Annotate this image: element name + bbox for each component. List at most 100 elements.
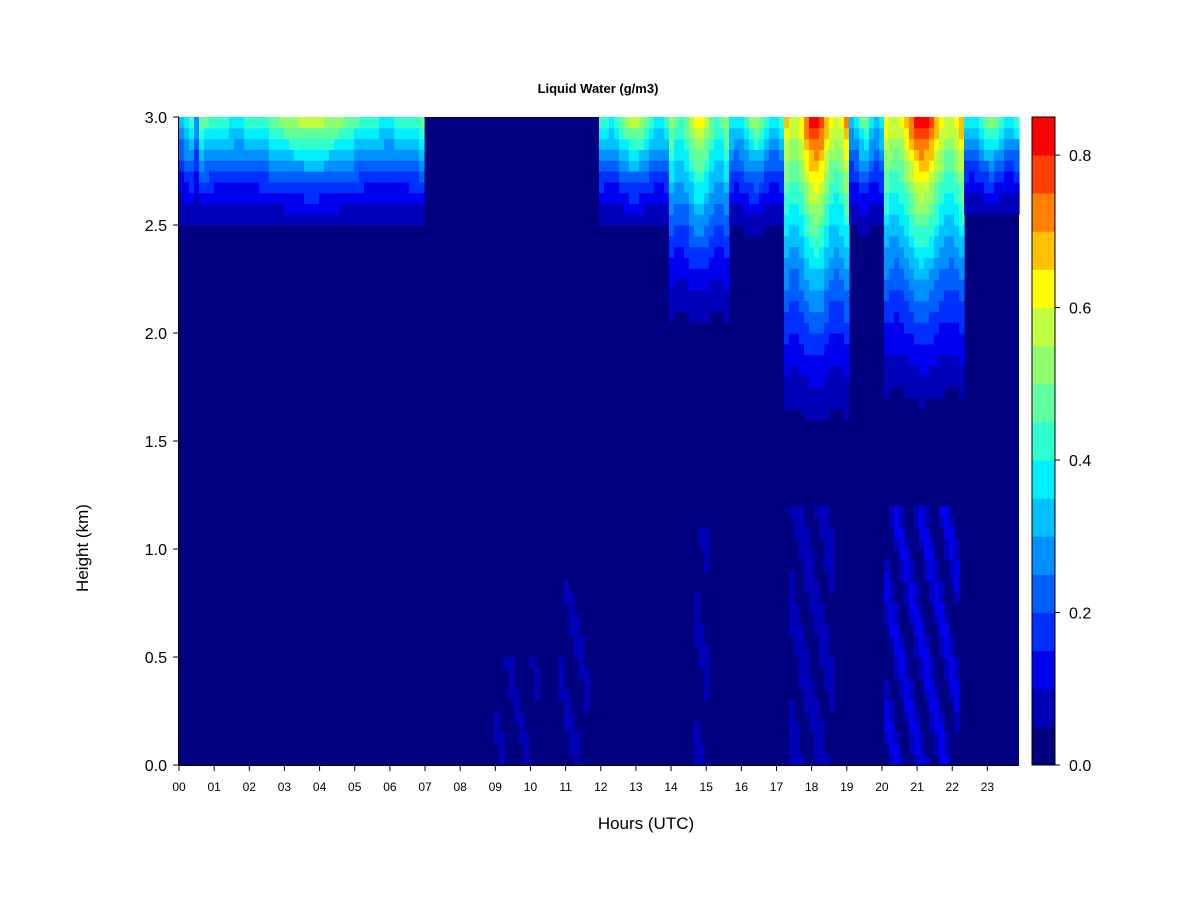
heatmap-cell (699, 246, 705, 258)
x-tick-label: 14 (664, 780, 678, 794)
heatmap-cell (834, 117, 840, 129)
heatmap-cell (499, 754, 505, 766)
heatmap-cell (814, 279, 820, 291)
heatmap-cell (1014, 203, 1020, 215)
heatmap-cell (909, 279, 915, 291)
heatmap-cell (604, 214, 610, 226)
heatmap-cell (709, 171, 715, 183)
heatmap-cell (744, 192, 750, 204)
heatmap-cell (804, 365, 810, 377)
heatmap-cell (579, 667, 585, 680)
heatmap-cell (814, 214, 820, 226)
heatmap-cell (889, 171, 895, 183)
heatmap-cell (599, 149, 605, 161)
heatmap-cell (794, 754, 800, 766)
heatmap-cell (639, 138, 645, 150)
heatmap-cell (944, 289, 950, 302)
heatmap-cell (184, 160, 190, 172)
heatmap-cell (219, 181, 225, 194)
heatmap-cell (904, 138, 910, 150)
heatmap-cell (314, 192, 320, 204)
heatmap-cell (914, 214, 920, 226)
x-tick-label: 19 (840, 780, 854, 794)
heatmap-cell (1004, 160, 1010, 172)
heatmap-cell (824, 235, 830, 248)
heatmap-cell (964, 149, 970, 161)
heatmap-cell (804, 700, 810, 712)
heatmap-cell (889, 603, 895, 615)
heatmap-cell (789, 214, 795, 226)
heatmap-cell (834, 235, 840, 248)
heatmap-cell (944, 117, 950, 129)
heatmap-cell (609, 117, 615, 129)
heatmap-cell (729, 171, 735, 183)
heatmap-cell (819, 300, 825, 312)
heatmap-cell (829, 246, 835, 258)
heatmap-cell (719, 279, 725, 291)
heatmap-cell (784, 181, 790, 194)
heatmap-cell (894, 127, 900, 140)
heatmap-cell (979, 149, 985, 161)
heatmap-cell (719, 268, 725, 280)
heatmap-cell (679, 149, 685, 161)
heatmap-cell (829, 527, 835, 539)
heatmap-cell (929, 203, 935, 215)
heatmap-cell (899, 235, 905, 248)
heatmap-cell (729, 160, 735, 172)
heatmap-cell (389, 127, 395, 140)
heatmap-cell (344, 181, 350, 194)
heatmap-cell (219, 160, 225, 172)
heatmap-cell (599, 138, 605, 150)
heatmap-cell (989, 192, 995, 204)
heatmap-cell (839, 354, 845, 366)
heatmap-cell (829, 538, 835, 550)
heatmap-cell (869, 138, 875, 150)
heatmap-cell (259, 127, 265, 140)
heatmap-cell (204, 127, 210, 140)
heatmap-cell (969, 192, 975, 204)
heatmap-cell (789, 343, 795, 356)
heatmap-cell (929, 667, 935, 680)
heatmap-cell (959, 138, 965, 150)
heatmap-cell (789, 711, 795, 723)
heatmap-cell (364, 192, 370, 204)
heatmap-cell (924, 235, 930, 248)
heatmap-cell (924, 549, 930, 561)
heatmap-cell (809, 127, 815, 140)
heatmap-cell (829, 117, 835, 129)
heatmap-cell (279, 127, 285, 140)
heatmap-cell (354, 138, 360, 150)
heatmap-cell (889, 300, 895, 312)
heatmap-cell (704, 192, 710, 204)
heatmap-cell (884, 257, 890, 269)
heatmap-cell (794, 311, 800, 323)
heatmap-cell (994, 117, 1000, 129)
heatmap-cell (869, 192, 875, 204)
heatmap-cell (694, 635, 700, 647)
heatmap-cell (374, 138, 380, 150)
heatmap-cell (819, 268, 825, 280)
heatmap-cell (844, 246, 850, 258)
heatmap-cell (404, 117, 410, 129)
heatmap-cell (909, 581, 915, 593)
heatmap-cell (894, 646, 900, 658)
heatmap-cell (834, 354, 840, 366)
heatmap-cell (809, 570, 815, 582)
heatmap-cell (624, 117, 630, 129)
heatmap-cell (599, 203, 605, 215)
heatmap-cell (804, 333, 810, 345)
heatmap-cell (309, 203, 315, 215)
heatmap-cell (269, 117, 275, 129)
heatmap-cell (829, 181, 835, 194)
heatmap-cell (804, 181, 810, 194)
heatmap-cell (924, 559, 930, 572)
heatmap-cell (824, 678, 830, 690)
heatmap-cell (914, 138, 920, 150)
heatmap-cell (189, 127, 195, 140)
heatmap-cell (264, 138, 270, 150)
heatmap-cell (909, 343, 915, 356)
heatmap-cell (899, 667, 905, 680)
heatmap-cell (804, 408, 810, 420)
heatmap-cell (809, 376, 815, 388)
heatmap-cell (969, 138, 975, 150)
